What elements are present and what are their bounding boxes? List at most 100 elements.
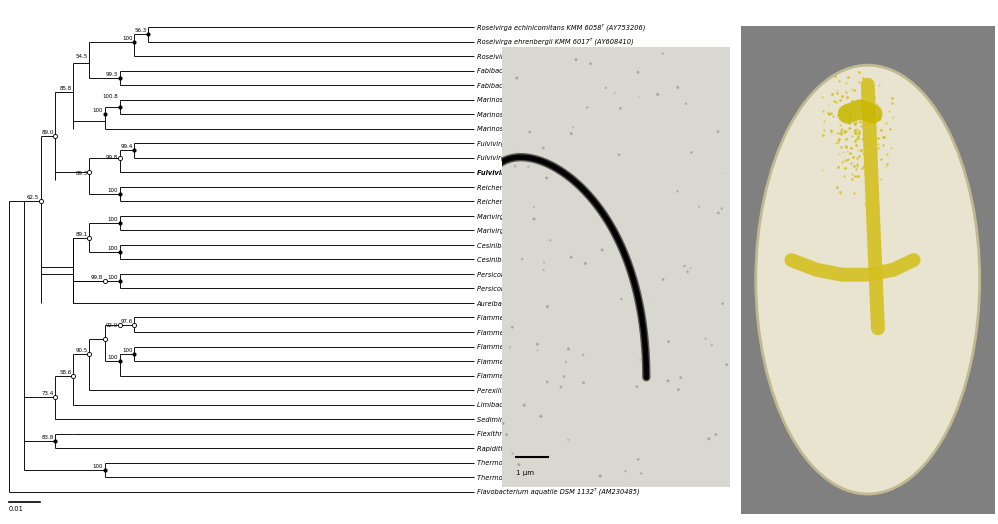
- Point: [618, 467, 634, 475]
- Point: [708, 430, 724, 439]
- Point: [563, 129, 579, 138]
- Point: [678, 100, 694, 108]
- Point: [539, 378, 555, 386]
- Text: Marinoscillum pacificum MRN461ᵀ (DQ660388): Marinoscillum pacificum MRN461ᵀ (DQ66038…: [477, 125, 634, 133]
- Text: Limibacter armeniacum YN11-165ᵀ (AB359907): Limibacter armeniacum YN11-165ᵀ (AB35990…: [477, 401, 635, 408]
- Point: [645, 295, 661, 303]
- Text: Fulvivirga kasyanovii KMM 6220ᵀ (DQ836305): Fulvivirga kasyanovii KMM 6220ᵀ (DQ83630…: [477, 139, 629, 147]
- Point: [719, 361, 735, 369]
- Text: Perexilibacter aurantiacus Shu-F-UV2-2ᵀ (AB276355): Perexilibacter aurantiacus Shu-F-UV2-2ᵀ …: [477, 386, 652, 394]
- Point: [516, 401, 532, 409]
- Point: [530, 346, 546, 355]
- Text: Flammeovirga kamogawensis YS10ᵀ (AB251933): Flammeovirga kamogawensis YS10ᵀ (AB25193…: [477, 343, 639, 350]
- Text: Rapidithrix thailandica TISTR 1750ᵀ (AB265192): Rapidithrix thailandica TISTR 1750ᵀ (AB2…: [477, 444, 636, 452]
- Text: Persicobacter psychrovividus NBRC 101262ᵀ (AB260934): Persicobacter psychrovividus NBRC 101262…: [477, 285, 667, 292]
- Point: [670, 83, 686, 92]
- Text: Flavobacterium aquatile DSM 1132ᵀ (AM230485): Flavobacterium aquatile DSM 1132ᵀ (AM230…: [477, 488, 640, 496]
- Text: Roseivirga ehrenbergii KMM 6017ᵀ (AY608410): Roseivirga ehrenbergii KMM 6017ᵀ (AY6084…: [477, 38, 634, 45]
- Point: [579, 103, 595, 112]
- Point: [673, 374, 689, 382]
- Text: Roseivirga spongicola UST030701-084ᵀ (DQ080996): Roseivirga spongicola UST030701-084ᵀ (DQ…: [477, 52, 651, 60]
- Point: [655, 49, 671, 58]
- Point: [583, 60, 599, 68]
- Text: Flammeovirga pacifica WPAGA1ᵀ (HQ412594): Flammeovirga pacifica WPAGA1ᵀ (HQ412594): [477, 357, 628, 365]
- Text: 85.8: 85.8: [60, 86, 72, 91]
- Text: Fabibacter halotolerans UST030701-097ᵀ (DQ080995): Fabibacter halotolerans UST030701-097ᵀ (…: [477, 67, 657, 74]
- Text: Fulvivirga lutimaris TM-6ᵀ (KU563147): Fulvivirga lutimaris TM-6ᵀ (KU563147): [477, 169, 619, 176]
- Text: 89.0: 89.0: [42, 130, 54, 135]
- Point: [598, 84, 614, 92]
- Point: [565, 123, 581, 132]
- Text: Marivirga sericea IFO 15983ᵀ (AB078081): Marivirga sericea IFO 15983ᵀ (AB078081): [477, 212, 615, 220]
- Text: 99.3: 99.3: [106, 72, 118, 77]
- Text: 54.5: 54.5: [75, 54, 88, 59]
- Text: 58.6: 58.6: [60, 369, 72, 375]
- Text: 100: 100: [108, 355, 118, 360]
- Point: [507, 162, 523, 170]
- Text: Fabibacter pacificus DY53ᵀ (KC005305): Fabibacter pacificus DY53ᵀ (KC005305): [477, 81, 608, 89]
- Point: [576, 378, 592, 387]
- Point: [631, 93, 647, 101]
- Point: [660, 377, 676, 385]
- Text: Cesinibacter roseus 311ᵀ (HM775367): Cesinibacter roseus 311ᵀ (HM775367): [477, 256, 604, 263]
- Text: 100: 100: [108, 246, 118, 251]
- Point: [661, 337, 677, 346]
- Text: 89.3: 89.3: [75, 171, 88, 176]
- Point: [502, 343, 518, 352]
- Text: 100: 100: [93, 108, 103, 113]
- Point: [536, 266, 552, 274]
- Point: [634, 470, 650, 478]
- Point: [650, 90, 666, 99]
- Text: 100: 100: [108, 217, 118, 222]
- Text: 100: 100: [108, 188, 118, 193]
- Point: [542, 236, 558, 245]
- Text: Marivirga tractuosa IFO 15989ᵀ (AB078072): Marivirga tractuosa IFO 15989ᵀ (AB078072…: [477, 226, 622, 234]
- Text: Reichenbachiella agariperfoerans KMM 3525ᵀ (AB058919): Reichenbachiella agariperfoerans KMM 352…: [477, 183, 670, 191]
- Text: Fulvivirga imtechensis AK7ᵀ (FR687203): Fulvivirga imtechensis AK7ᵀ (FR687203): [477, 154, 610, 161]
- Point: [533, 412, 549, 421]
- Point: [592, 472, 608, 481]
- Text: Marinoscillum luteum SJP7ᵀ (HM181878): Marinoscillum luteum SJP7ᵀ (HM181878): [477, 96, 612, 103]
- Point: [560, 435, 576, 444]
- Point: [680, 268, 696, 276]
- Point: [509, 74, 525, 82]
- Point: [536, 258, 552, 267]
- Text: Marinoscillum furvescens NBRC 15994ᵀ (AB078079): Marinoscillum furvescens NBRC 15994ᵀ (AB…: [477, 111, 650, 118]
- Point: [613, 104, 629, 113]
- Point: [619, 480, 635, 488]
- Point: [704, 341, 720, 350]
- Text: Aureibacter tunicatorum A5Q-118ᵀ (AB572584): Aureibacter tunicatorum A5Q-118ᵀ (AB5725…: [477, 299, 634, 307]
- Point: [614, 295, 630, 303]
- Point: [633, 356, 649, 364]
- Text: 0.01: 0.01: [9, 506, 24, 512]
- Point: [520, 162, 536, 171]
- Point: [714, 204, 730, 213]
- Point: [691, 202, 707, 211]
- Text: 100: 100: [108, 275, 118, 280]
- Point: [539, 173, 555, 182]
- Point: [594, 246, 610, 254]
- Point: [568, 56, 584, 64]
- Text: 100: 100: [123, 36, 133, 40]
- Point: [684, 148, 700, 157]
- Text: Flammeovirga yaeyamensis NBRC 100898ᵀ (AB247554): Flammeovirga yaeyamensis NBRC 100898ᵀ (A…: [477, 372, 663, 379]
- Point: [629, 383, 645, 391]
- Text: 62.5: 62.5: [27, 195, 39, 200]
- Point: [715, 299, 731, 308]
- Text: 90.5: 90.5: [75, 348, 88, 353]
- Point: [575, 351, 591, 359]
- Text: 83.8: 83.8: [42, 435, 54, 440]
- Point: [495, 419, 511, 428]
- Text: 100.8: 100.8: [103, 94, 118, 99]
- Text: 100: 100: [123, 348, 133, 353]
- Text: 99.8: 99.8: [91, 275, 103, 280]
- Point: [578, 259, 594, 268]
- Circle shape: [755, 65, 980, 494]
- Point: [526, 203, 542, 211]
- Point: [683, 264, 699, 272]
- Point: [701, 435, 717, 443]
- Point: [563, 253, 579, 261]
- Text: Sediminitomix flava Mok-1-85ᵀ (AB255370): Sediminitomix flava Mok-1-85ᵀ (AB255370): [477, 416, 621, 423]
- Text: Persicobacter diffluens NBRC 15940ᵀ (AB260929): Persicobacter diffluens NBRC 15940ᵀ (AB2…: [477, 270, 642, 278]
- Point: [540, 302, 556, 311]
